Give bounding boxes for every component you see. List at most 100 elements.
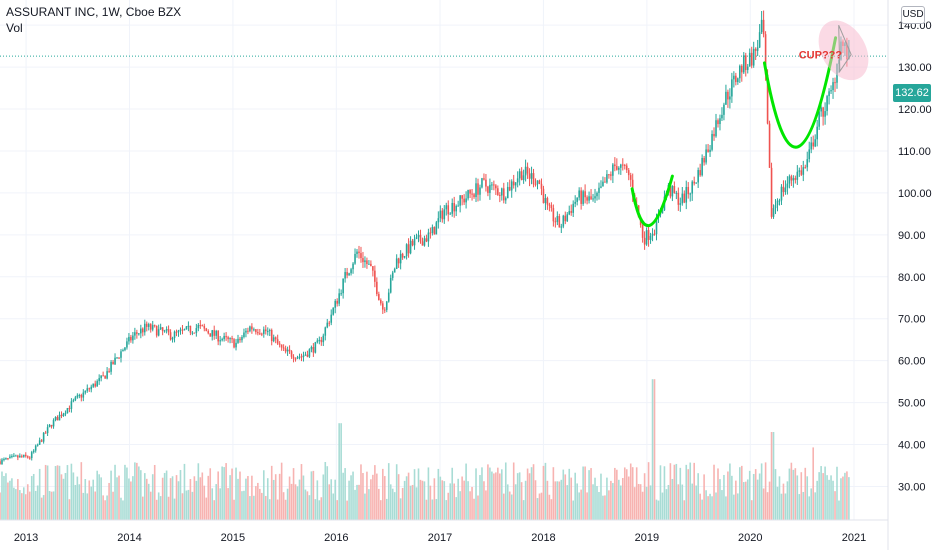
volume-bar: [578, 492, 580, 520]
candle-body: [292, 356, 295, 359]
candle-body: [326, 322, 329, 328]
candle-body: [643, 237, 646, 245]
candle-body: [629, 175, 632, 180]
candle-body: [719, 118, 721, 125]
candle-body: [812, 142, 814, 147]
volume-bar: [737, 493, 739, 520]
y-tick-label: 80.00: [898, 272, 926, 284]
volume-bar: [820, 466, 822, 520]
candle-body: [149, 324, 152, 330]
volume-bar: [304, 489, 307, 520]
volume-bar: [703, 474, 705, 520]
candle-body: [508, 186, 511, 191]
volume-bar: [762, 488, 765, 520]
volume-bar: [393, 492, 396, 520]
currency-badge[interactable]: USD: [901, 6, 925, 24]
volume-bar: [659, 465, 662, 520]
volume-bar: [739, 467, 741, 520]
volume-bar: [114, 464, 116, 520]
candle-body: [459, 195, 461, 206]
volume-bar: [342, 472, 344, 520]
candle-body: [294, 358, 297, 360]
candle-body: [70, 401, 73, 409]
candle-body: [395, 258, 398, 269]
volume-bar: [483, 481, 485, 520]
candle-body: [703, 157, 705, 163]
candle-body: [66, 408, 69, 414]
candle-body: [286, 349, 289, 352]
candle-body: [429, 232, 432, 234]
volume-bar: [608, 490, 610, 520]
volume-bar: [5, 473, 7, 520]
volume-bar: [727, 471, 729, 520]
volume-bar: [175, 475, 178, 520]
volume-bar: [324, 461, 327, 520]
volume-bar: [504, 462, 507, 520]
volume-bar: [17, 479, 19, 520]
candle-body: [110, 361, 112, 372]
volume-bar: [193, 476, 196, 520]
legend-symbol-title[interactable]: ASSURANT INC, 1W, Cboe BZX: [6, 5, 182, 19]
candle-body: [207, 331, 210, 334]
candle-body: [653, 233, 656, 235]
candle-body: [366, 260, 368, 264]
volume-bar: [623, 467, 626, 520]
volume-bar: [86, 493, 89, 520]
legend-volume-label[interactable]: Vol: [6, 21, 23, 35]
candle-body: [532, 173, 535, 185]
volume-bar: [197, 463, 200, 520]
candle-body: [383, 309, 386, 311]
volume-bar: [187, 489, 190, 520]
candle-body: [818, 111, 820, 127]
volume-bar: [92, 479, 95, 520]
candle-body: [782, 186, 785, 193]
candle-body: [106, 371, 108, 379]
candle-body: [598, 187, 600, 193]
candle-body: [354, 253, 356, 264]
volume-bar: [701, 499, 703, 520]
volume-bar: [155, 499, 158, 520]
volume-bar: [463, 480, 465, 520]
x-tick-label: 2017: [428, 532, 452, 544]
volume-bar: [112, 491, 114, 520]
volume-bar: [348, 480, 350, 520]
volume-bar: [798, 494, 801, 520]
handle-highlight: [818, 20, 869, 81]
volume-bar: [495, 472, 497, 520]
candle-body: [235, 342, 237, 348]
candle-body: [266, 331, 269, 333]
volume-bar: [683, 500, 686, 520]
candle-body: [161, 327, 164, 332]
candle-body: [739, 65, 741, 79]
candle-body: [199, 325, 202, 327]
candle-body: [504, 198, 507, 201]
candle-body: [566, 214, 569, 222]
volume-bar: [23, 487, 25, 520]
volume-bar: [572, 500, 575, 520]
volume-bar: [274, 474, 277, 520]
volume-bar: [276, 499, 279, 520]
candle-body: [655, 217, 658, 235]
volume-bar: [691, 483, 694, 520]
volume-bar: [268, 499, 271, 520]
candle-body: [21, 455, 23, 457]
candle-body: [627, 170, 630, 176]
candle-body: [661, 210, 664, 214]
candle-body: [477, 183, 479, 195]
candle-body: [651, 233, 654, 236]
candle-body: [44, 432, 47, 434]
volume-bar: [812, 447, 814, 520]
candle-body: [324, 327, 327, 336]
candle-body: [582, 191, 584, 204]
candle-body: [134, 332, 136, 336]
volume-bar: [356, 484, 358, 520]
candle-body: [584, 191, 586, 198]
volume-bar: [528, 473, 531, 520]
volume-bar: [778, 476, 781, 520]
volume-bar: [735, 480, 737, 520]
volume-bar: [328, 484, 331, 520]
candle-body: [92, 383, 95, 387]
candle-body: [685, 186, 688, 203]
